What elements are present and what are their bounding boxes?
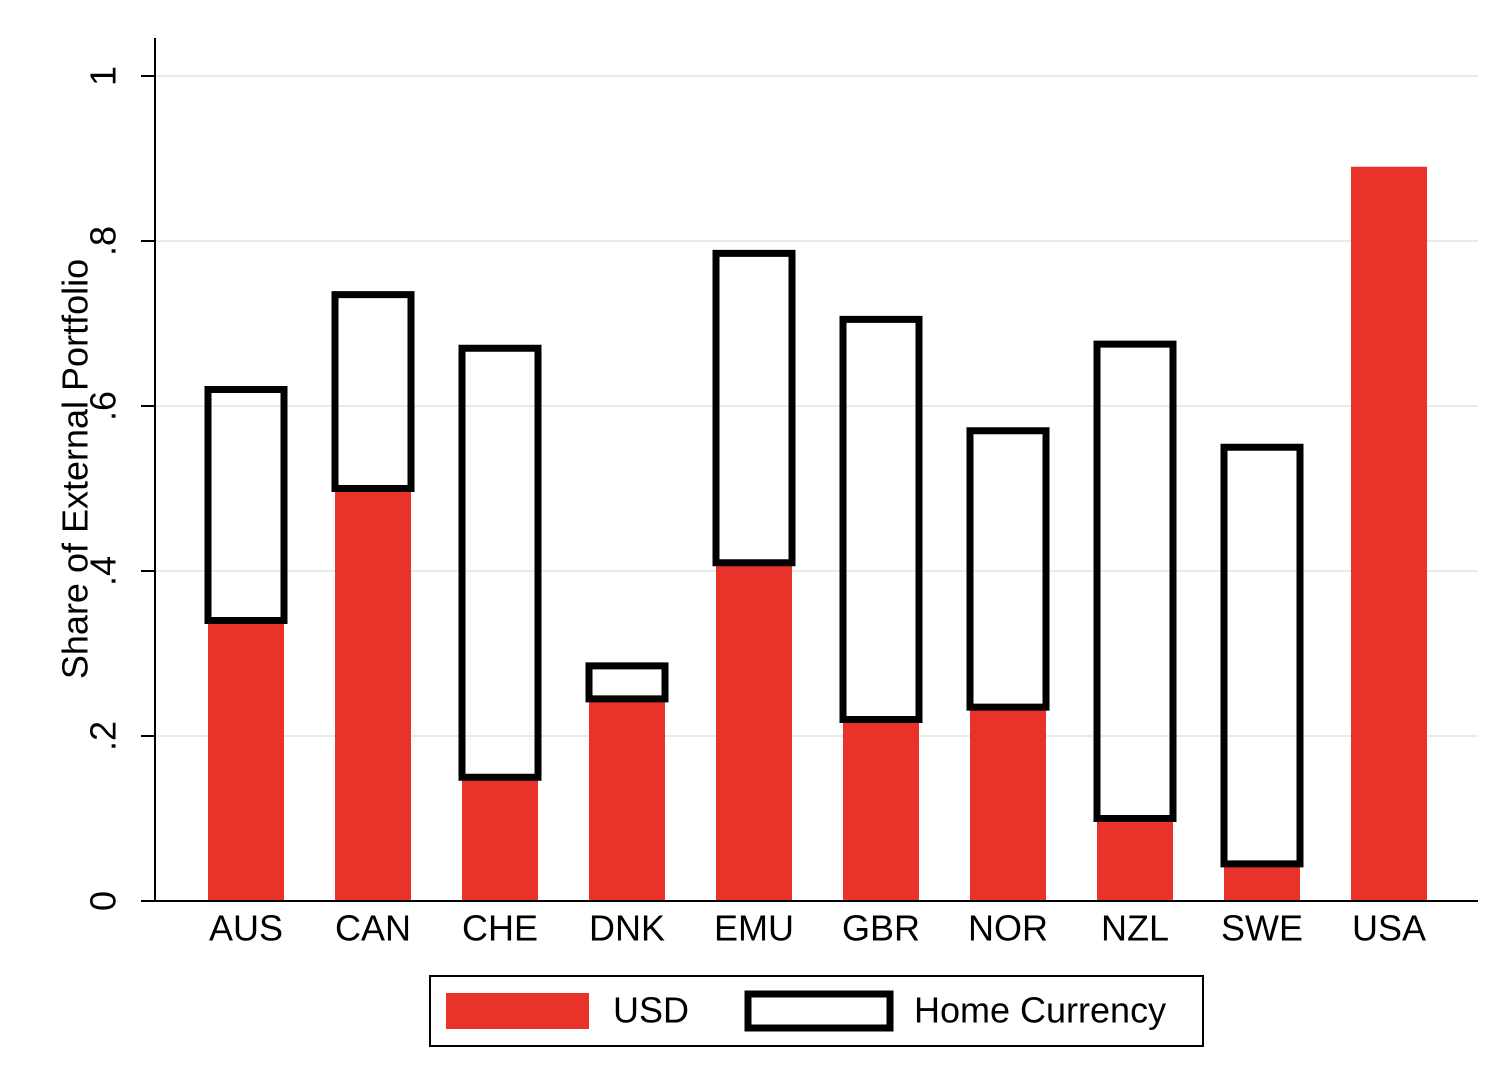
bar-usd-dnk xyxy=(589,698,665,901)
x-tick-label: GBR xyxy=(842,908,920,949)
x-tick-label: CAN xyxy=(335,908,411,949)
x-tick-label: AUS xyxy=(209,908,283,949)
y-ticks: 0 .2 .4 .6 .8 1 xyxy=(83,66,155,911)
x-tick-label: EMU xyxy=(714,908,794,949)
x-tick-label: USA xyxy=(1352,908,1426,949)
legend-swatch-home-currency xyxy=(744,990,894,1032)
legend-swatch-usd xyxy=(446,993,589,1029)
bar-usd-swe xyxy=(1224,863,1300,901)
bar-usd-che xyxy=(462,777,538,901)
bar-usd-emu xyxy=(716,562,792,901)
bar-home-currency-aus xyxy=(204,386,288,624)
x-tick-label: DNK xyxy=(589,908,665,949)
bar-usd-gbr xyxy=(843,719,919,901)
bar-home-currency-nor xyxy=(966,427,1050,711)
bar-home-currency-nzl xyxy=(1093,340,1177,822)
bar-usd-nzl xyxy=(1097,818,1173,901)
bar-home-currency-can xyxy=(331,291,415,492)
legend: USD Home Currency xyxy=(429,975,1204,1047)
y-axis-label: Share of External Portfolio xyxy=(55,259,96,679)
bar-home-currency-che xyxy=(458,344,542,781)
x-tick-label: SWE xyxy=(1221,908,1303,949)
y-tick-label: .2 xyxy=(83,721,124,751)
bar-home-currency-emu xyxy=(712,249,796,567)
axes xyxy=(154,38,1478,902)
legend-label-home-currency: Home Currency xyxy=(914,990,1166,1031)
y-tick-label: 1 xyxy=(83,66,124,86)
bar-home-currency-gbr xyxy=(839,315,923,723)
bar-usd-usa xyxy=(1351,166,1427,901)
y-tick-label: .6 xyxy=(83,391,124,421)
x-ticks: AUS CAN CHE DNK EMU GBR NOR NZL SWE USA xyxy=(209,908,1426,949)
x-tick-label: NOR xyxy=(968,908,1048,949)
bars xyxy=(204,166,1427,901)
x-tick-label: CHE xyxy=(462,908,538,949)
bar-usd-aus xyxy=(208,620,284,901)
bar-usd-can xyxy=(335,488,411,901)
bar-usd-nor xyxy=(970,707,1046,901)
bar-home-currency-swe xyxy=(1220,443,1304,868)
legend-label-usd: USD xyxy=(613,990,689,1031)
y-tick-label: 0 xyxy=(83,891,124,911)
y-tick-label: .8 xyxy=(83,226,124,256)
x-tick-label: NZL xyxy=(1101,908,1169,949)
y-tick-label: .4 xyxy=(83,556,124,586)
bar-home-currency-dnk xyxy=(585,662,669,703)
